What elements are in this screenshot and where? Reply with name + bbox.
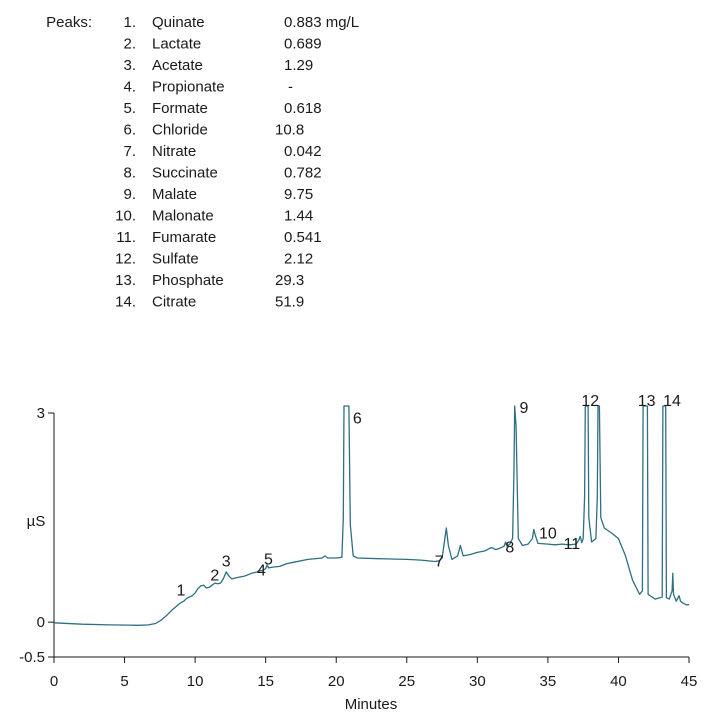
peaks-title: Peaks:	[46, 14, 92, 31]
peak-amount: 0.541	[284, 229, 322, 246]
peak-label: 11	[564, 536, 581, 553]
peak-label: 14	[663, 393, 681, 410]
peak-table-row: 5. Formate 0.618	[123, 100, 321, 117]
peak-table-row: 14. Citrate 51.9	[115, 294, 304, 311]
x-tick-label: 40	[610, 673, 627, 690]
x-tick-label: 5	[120, 673, 128, 690]
peak-label: 1	[177, 583, 186, 600]
y-tick-label: 0	[37, 614, 45, 631]
peak-number: 10.	[115, 208, 136, 225]
peak-label: 2	[210, 567, 219, 584]
peak-name: Lactate	[152, 36, 201, 53]
x-tick-label: 25	[398, 673, 415, 690]
peak-table-row: 6. Chloride 10.8	[123, 122, 304, 139]
peak-amount: 2.12	[284, 251, 313, 268]
peak-number: 5.	[123, 100, 136, 117]
peak-amount: 0.689	[284, 36, 322, 53]
peak-table-row: 10. Malonate 1.44	[115, 208, 313, 225]
axes: 0 5 10 15 20 25 30 35 40 45 30-0.5	[19, 405, 697, 690]
peak-number: 9.	[123, 186, 136, 203]
peak-name: Succinate	[152, 165, 218, 182]
peak-amount: 29.3	[275, 272, 304, 289]
peak-amount: 1.29	[284, 57, 313, 74]
peak-number: 13.	[115, 272, 136, 289]
peak-label: 13	[638, 393, 656, 410]
peak-amount: -	[288, 79, 293, 96]
peak-amount: 0.782	[284, 165, 322, 182]
peak-name: Chloride	[152, 122, 208, 139]
peak-name: Formate	[152, 100, 208, 117]
peak-name: Malate	[152, 186, 197, 203]
y-axis-label: µS	[27, 513, 46, 530]
peak-table: 1. Quinate 0.883 mg/L 2. Lactate 0.689 3. Aceta…	[115, 14, 359, 311]
peak-label: 10	[539, 525, 557, 542]
peak-number: 2.	[123, 36, 136, 53]
peak-amount: 0.042	[284, 143, 322, 160]
peak-name: Quinate	[152, 14, 205, 31]
peak-number: 11.	[116, 229, 136, 246]
peak-amount: 10.8	[275, 122, 304, 139]
y-ticks: 3 0 -0.5	[19, 405, 54, 666]
peak-amount: 51.9	[275, 294, 304, 311]
peak-name: Phosphate	[152, 272, 224, 289]
peak-name: Malonate	[152, 208, 214, 225]
peak-table-row: 13. Phosphate 29.3	[115, 272, 304, 289]
peak-label: 5	[264, 551, 273, 568]
peak-table-row: 8. Succinate 0.782	[123, 165, 321, 182]
peak-number: 1.	[123, 14, 136, 31]
peak-name: Nitrate	[152, 143, 196, 160]
y-tick-label: 3	[37, 405, 45, 422]
peak-amount: 1.44	[284, 208, 313, 225]
peak-number: 12.	[115, 251, 136, 268]
x-tick-label: 35	[540, 673, 557, 690]
peak-number: 14.	[115, 294, 136, 311]
peak-label: 9	[519, 400, 528, 417]
peak-label: 8	[505, 539, 514, 556]
chromatogram-trace	[53, 405, 689, 626]
peak-table-row: 12. Sulfate 2.12	[115, 251, 313, 268]
peak-number: 7.	[123, 143, 136, 160]
peak-name: Propionate	[152, 79, 225, 96]
peak-label: 6	[353, 410, 362, 427]
peak-table-row: 3. Acetate 1.29	[123, 57, 313, 74]
y-tick-label: -0.5	[19, 649, 45, 666]
peak-amount: 9.75	[284, 186, 313, 203]
peak-number: 4.	[123, 79, 136, 96]
x-tick-label: 20	[328, 673, 345, 690]
x-tick-label: 30	[469, 673, 486, 690]
peak-amount: 0.618	[284, 100, 322, 117]
x-ticks: 0 5 10 15 20 25 30 35 40 45	[50, 657, 698, 690]
peak-label: 7	[435, 553, 444, 570]
peak-label: 12	[581, 393, 599, 410]
peak-number: 3.	[123, 57, 136, 74]
x-tick-label: 0	[50, 673, 58, 690]
x-axis-label: Minutes	[345, 696, 398, 713]
x-tick-label: 45	[681, 673, 698, 690]
peak-amount: 0.883 mg/L	[284, 14, 359, 31]
peak-table-row: 4. Propionate -	[123, 79, 293, 96]
peak-name: Citrate	[152, 294, 196, 311]
x-tick-label: 15	[257, 673, 274, 690]
peak-number: 8.	[123, 165, 136, 182]
peak-name: Sulfate	[152, 251, 199, 268]
peak-table-row: 9. Malate 9.75	[123, 186, 313, 203]
peak-label: 3	[222, 553, 231, 570]
peak-table-row: 11. Fumarate 0.541	[116, 229, 321, 246]
peak-table-row: 7. Nitrate 0.042	[123, 143, 321, 160]
x-tick-label: 10	[187, 673, 204, 690]
peak-table-row: 1. Quinate 0.883 mg/L	[123, 14, 359, 31]
peak-name: Acetate	[152, 57, 203, 74]
peak-table-row: 2. Lactate 0.689	[123, 36, 321, 53]
peak-label: 4	[257, 562, 266, 579]
peak-name: Fumarate	[152, 229, 216, 246]
peak-number: 6.	[123, 122, 136, 139]
